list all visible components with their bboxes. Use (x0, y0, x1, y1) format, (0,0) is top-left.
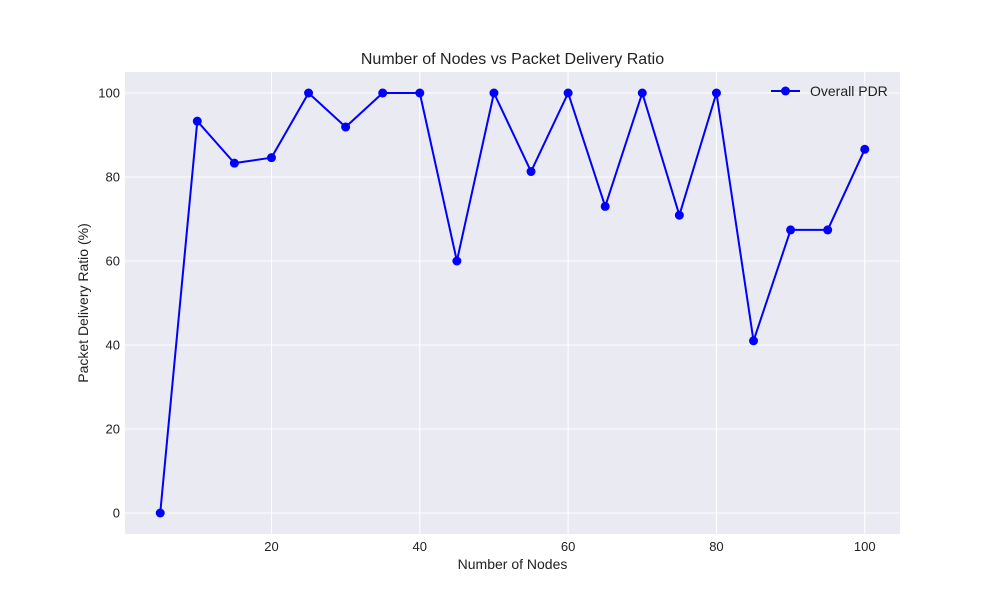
data-point (192, 116, 202, 126)
legend-label: Overall PDR (810, 83, 888, 99)
chart-title: Number of Nodes vs Packet Delivery Ratio (361, 51, 664, 68)
data-point (229, 158, 239, 168)
data-point (526, 167, 536, 177)
data-point (711, 88, 721, 98)
data-point (341, 122, 351, 132)
x-tick-label: 20 (264, 539, 278, 554)
y-axis-label: Packet Delivery Ratio (%) (75, 223, 91, 383)
data-point (637, 88, 647, 98)
y-tick-label: 20 (106, 422, 120, 437)
y-tick-label: 100 (98, 86, 120, 101)
data-point (452, 256, 462, 266)
plot-area (125, 72, 900, 534)
y-tick-label: 0 (113, 506, 120, 521)
legend-marker (781, 86, 790, 96)
data-point (415, 88, 425, 98)
data-point (786, 225, 796, 235)
y-tick-label: 40 (106, 338, 120, 353)
legend: Overall PDR (771, 83, 888, 99)
data-point (266, 153, 276, 163)
data-point (823, 225, 833, 235)
x-tick-label: 40 (413, 539, 427, 554)
data-point (563, 88, 573, 98)
data-point (749, 336, 759, 346)
data-point (674, 210, 684, 220)
x-tick-label: 60 (561, 539, 575, 554)
data-point (378, 88, 388, 98)
x-axis-label: Number of Nodes (458, 556, 568, 572)
series-layer (155, 88, 870, 518)
tick-layer: 20 40 60 80 100 0 20 40 60 80 100 (98, 86, 875, 555)
x-tick-label: 80 (709, 539, 723, 554)
x-tick-label: 100 (854, 539, 876, 554)
y-tick-label: 80 (106, 170, 120, 185)
data-point (155, 508, 165, 518)
data-point (600, 201, 610, 211)
data-point (489, 88, 499, 98)
data-point (860, 144, 870, 154)
data-point (304, 88, 314, 98)
series-line (159, 92, 866, 514)
grid-layer (125, 72, 900, 534)
y-tick-label: 60 (106, 254, 120, 269)
